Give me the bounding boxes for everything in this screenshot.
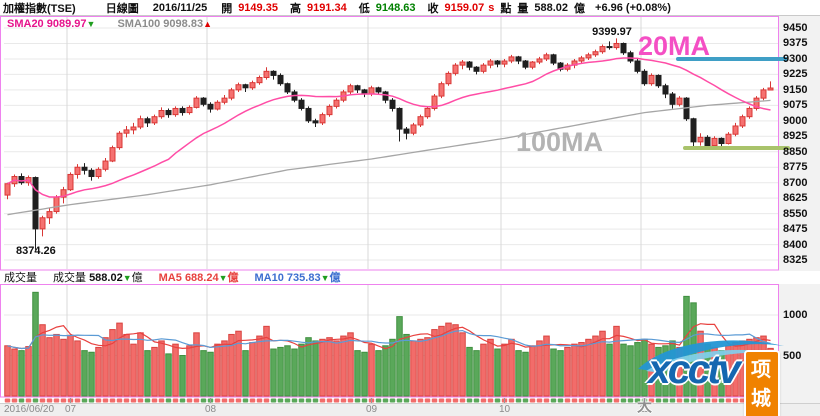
volume-label: 量	[517, 2, 529, 15]
support-line	[683, 145, 790, 150]
quote-date: 2016/11/25	[152, 1, 208, 14]
volume-tick: 500	[783, 349, 802, 362]
price-tick: 9375	[783, 37, 808, 50]
down-arrow-icon: ▼	[86, 19, 96, 29]
price-tick: 8925	[783, 130, 808, 143]
high-label: 高	[289, 2, 301, 15]
open-label: 開	[221, 2, 233, 15]
down-arrow-icon: ▼	[122, 273, 132, 283]
time-axis	[0, 403, 820, 416]
price-tick: 9300	[783, 52, 808, 65]
volume-tick: 1000	[783, 309, 808, 321]
time-axis-label: 07	[64, 404, 77, 415]
price-tick: 8400	[783, 238, 808, 251]
volume-current: 成交量 588.02▼億	[53, 272, 143, 284]
sma20-legend: SMA20 9089.97▼	[7, 18, 96, 30]
down-arrow-icon: ▼	[320, 273, 330, 283]
sma100-legend: SMA100 9098.83▲	[117, 18, 212, 30]
volume-unit: 億	[574, 2, 586, 15]
ma20-annotation: 20MA	[638, 31, 711, 61]
high-value: 9191.34	[306, 1, 347, 14]
volume-header: 成交量 成交量 588.02▼億 MA5 688.24▼億 MA10 735.8…	[4, 271, 341, 284]
price-tick: 8850	[783, 145, 808, 158]
index-title: 加權指數(TSE)	[3, 2, 76, 15]
point-label: 點	[500, 2, 512, 15]
candle-color-strip	[4, 398, 774, 403]
volume-pane-label: 成交量	[4, 272, 37, 284]
down-arrow-icon: ▼	[218, 273, 228, 283]
price-candlestick-pane[interactable]	[0, 16, 779, 271]
resistance-line	[676, 56, 788, 61]
price-tick: 8475	[783, 223, 808, 236]
sma-legend-row: SMA20 9089.97▼ SMA100 9098.83▲	[7, 18, 212, 30]
volume-axis-gutter	[779, 284, 820, 403]
view-tab-daily[interactable]: 日線圖	[105, 2, 139, 15]
time-axis-label: 2016/06/20	[4, 404, 55, 415]
realtime-flag: s	[488, 1, 495, 14]
low-price-label: 8374.26	[16, 245, 56, 257]
price-tick: 9000	[783, 114, 808, 127]
volume-value: 588.02	[534, 1, 569, 14]
close-label: 收	[427, 2, 439, 15]
volume-bars-pane[interactable]	[0, 284, 779, 398]
low-label: 低	[358, 2, 370, 15]
price-tick: 8775	[783, 161, 808, 174]
time-axis-label: 10	[498, 404, 511, 415]
price-tick: 9075	[783, 99, 808, 112]
peak-price-label: 9399.97	[592, 26, 632, 38]
price-tick: 9225	[783, 68, 808, 81]
volume-ma5-legend: MA5 688.24▼億	[158, 272, 239, 284]
price-tick: 8700	[783, 176, 808, 189]
volume-ma10-legend: MA10 735.83▼億	[254, 272, 341, 284]
open-value: 9149.35	[238, 1, 278, 14]
time-axis-label: 08	[204, 404, 217, 415]
price-tick: 8325	[783, 254, 808, 267]
quote-bar: 加權指數(TSE) 日線圖 2016/11/25 開 9149.35 高 919…	[0, 0, 820, 16]
up-arrow-icon: ▲	[203, 19, 212, 29]
price-tick: 8625	[783, 192, 808, 205]
time-axis-label: 09	[365, 404, 378, 415]
time-axis-label: 11	[639, 404, 650, 415]
change-value: +6.96 (+0.08%)	[595, 1, 671, 14]
price-tick: 9150	[783, 83, 808, 96]
close-value: 9159.07	[444, 1, 485, 14]
price-tick: 8550	[783, 207, 808, 220]
price-tick: 9450	[783, 22, 808, 34]
ma100-annotation: 100MA	[516, 127, 604, 157]
low-value: 9148.63	[375, 1, 416, 14]
